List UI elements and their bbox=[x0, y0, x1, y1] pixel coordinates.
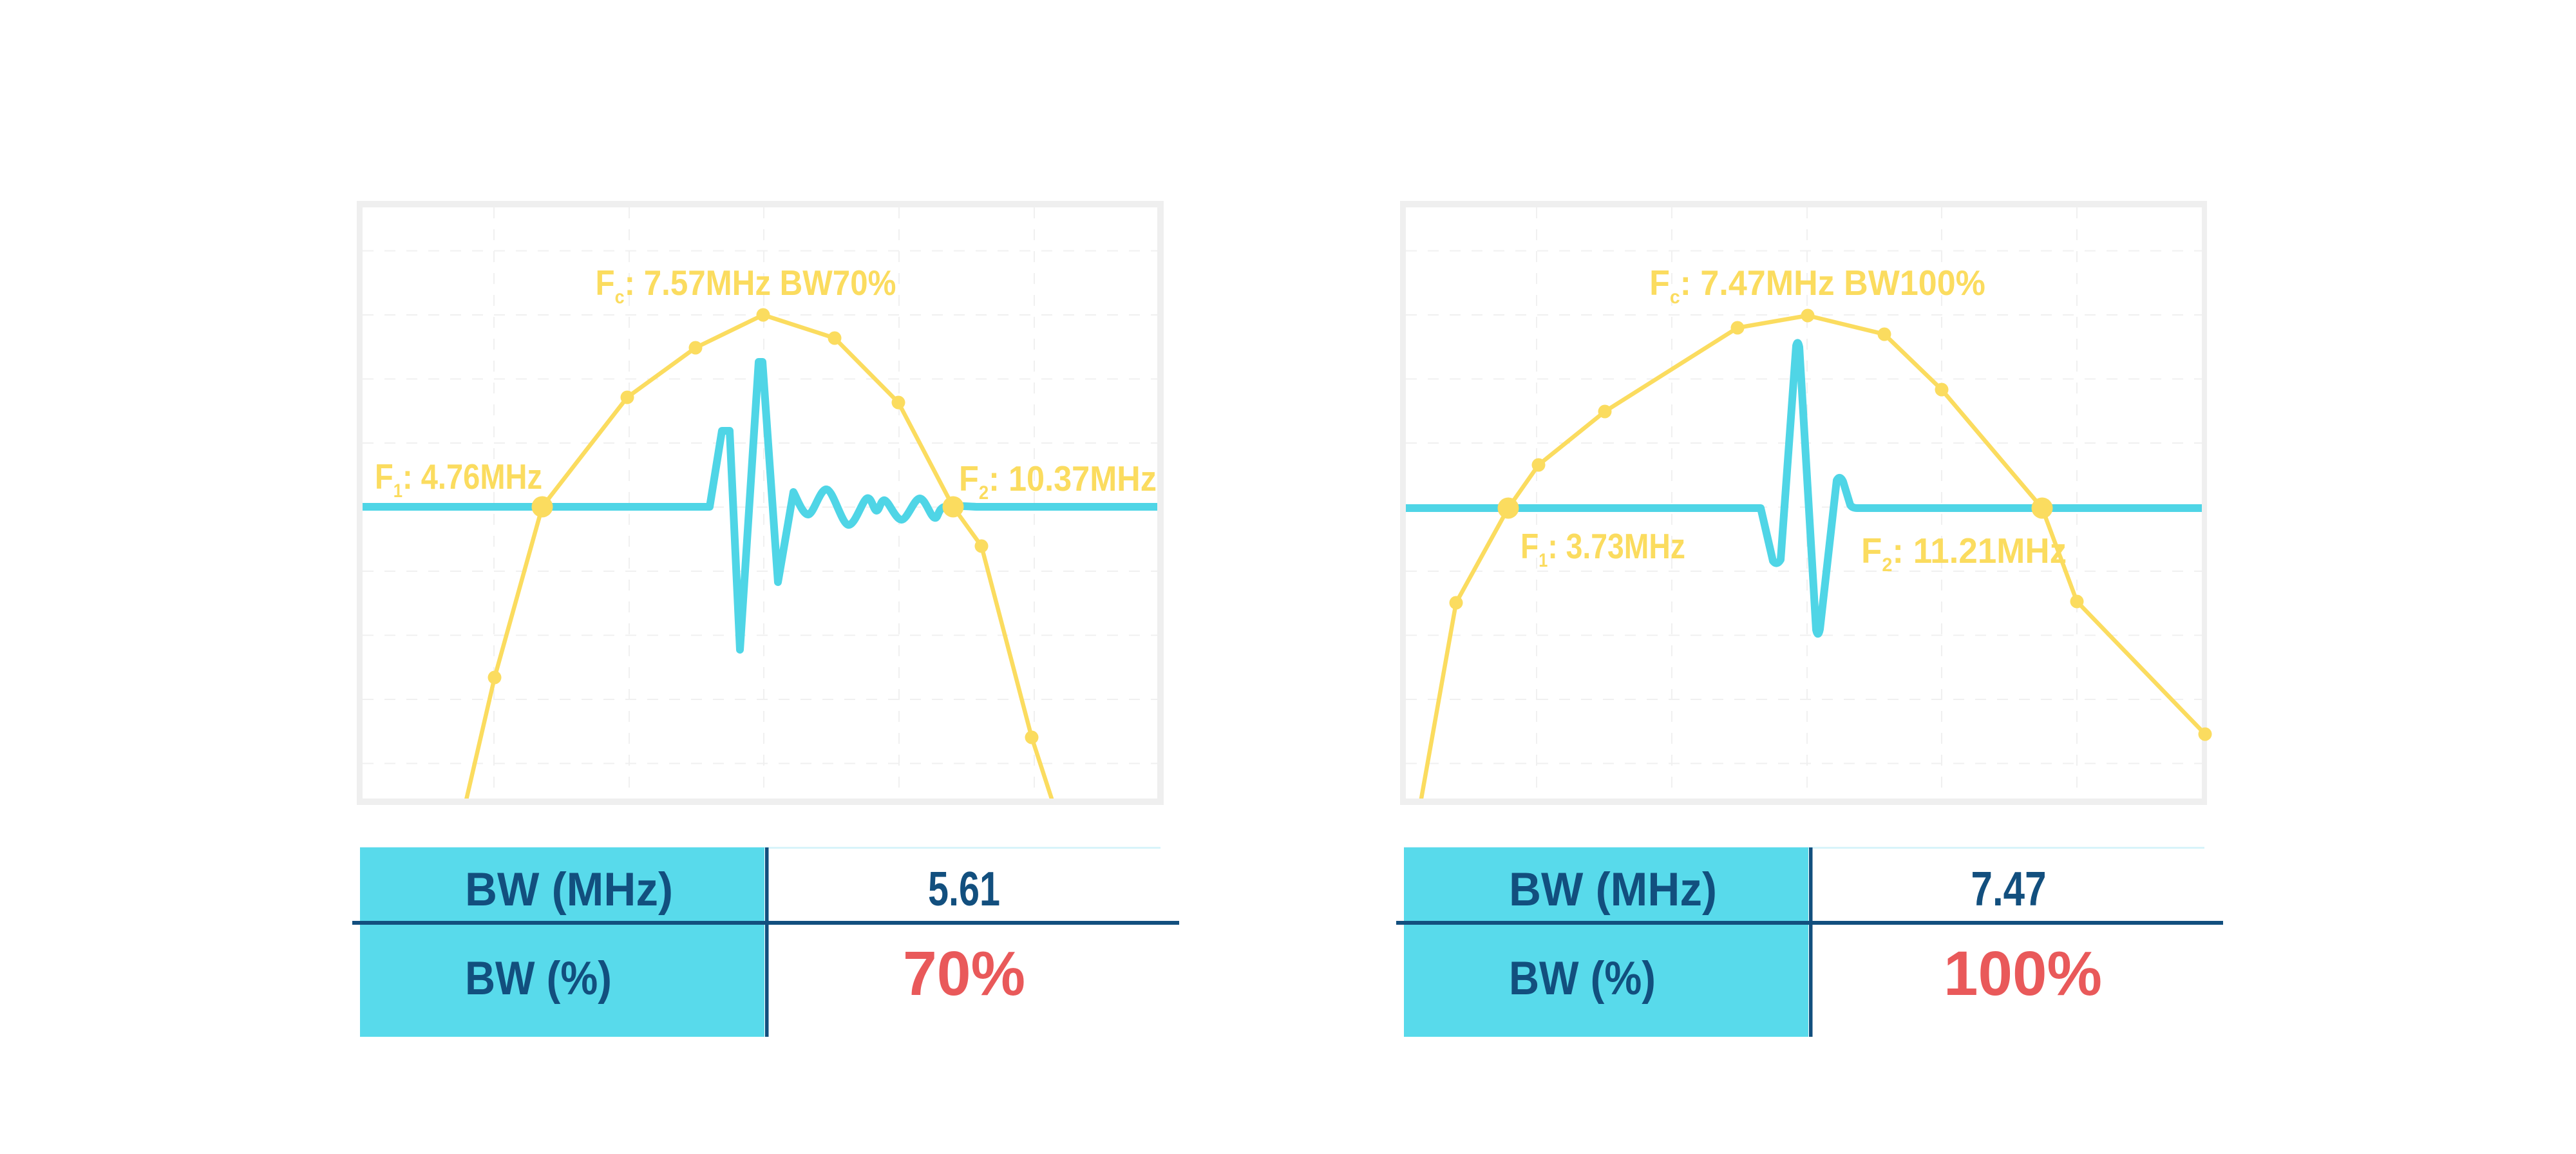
svg-text:F2: 10.37MHz: F2: 10.37MHz bbox=[959, 459, 1157, 504]
svg-text:Fc: 7.47MHz BW100%: Fc: 7.47MHz BW100% bbox=[1649, 264, 1985, 308]
svg-text:5.61: 5.61 bbox=[928, 862, 1000, 916]
svg-text:BW (MHz): BW (MHz) bbox=[465, 864, 673, 916]
svg-text:70%: 70% bbox=[903, 939, 1025, 1008]
svg-text:Fc: 7.57MHz BW70%: Fc: 7.57MHz BW70% bbox=[596, 264, 896, 308]
svg-text:7.47: 7.47 bbox=[1971, 862, 2047, 916]
svg-text:F1: 3.73MHz: F1: 3.73MHz bbox=[1520, 526, 1685, 571]
svg-text:BW (MHz): BW (MHz) bbox=[1509, 864, 1717, 916]
svg-text:F1: 4.76MHz: F1: 4.76MHz bbox=[375, 457, 542, 502]
svg-text:100%: 100% bbox=[1944, 940, 2102, 1008]
svg-text:BW (%): BW (%) bbox=[465, 952, 612, 1005]
svg-text:F2: 11.21MHz: F2: 11.21MHz bbox=[1861, 531, 2067, 576]
svg-text:BW (%): BW (%) bbox=[1509, 952, 1656, 1005]
